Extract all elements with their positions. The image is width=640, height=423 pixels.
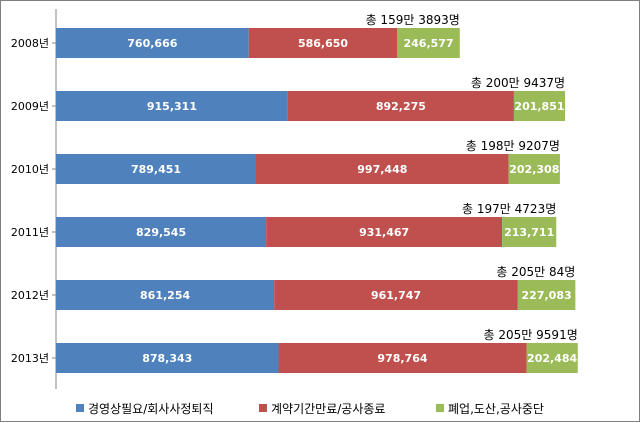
total-annotation-3: 총 197만 4723명 xyxy=(462,202,556,216)
total-annotation-0: 총 159만 3893명 xyxy=(366,13,460,27)
bar-segment-0-0 xyxy=(56,28,249,58)
data-label-3-1: 931,467 xyxy=(359,226,409,239)
category-label-4: 2012년 xyxy=(11,289,49,302)
data-label-4-1: 961,747 xyxy=(371,289,421,302)
bar-segment-1-2 xyxy=(513,91,566,121)
total-annotation-4: 총 205만 84명 xyxy=(496,265,575,279)
bar-segment-5-0 xyxy=(56,343,279,373)
bar-segment-2-2 xyxy=(508,154,560,184)
bar-segment-5-2 xyxy=(526,343,578,373)
category-label-0: 2008년 xyxy=(11,37,49,50)
data-label-5-1: 978,764 xyxy=(377,352,427,365)
bar-segment-4-2 xyxy=(517,280,576,310)
data-label-2-0: 789,451 xyxy=(131,163,181,176)
data-label-0-2: 246,577 xyxy=(403,37,453,50)
legend-label-1: 계약기간만료/공사종료 xyxy=(271,401,385,416)
total-annotation-1: 총 200만 9437명 xyxy=(471,76,565,90)
data-label-4-0: 861,254 xyxy=(140,289,190,302)
bar-segment-0-1 xyxy=(248,28,398,58)
data-label-3-0: 829,545 xyxy=(136,226,186,239)
category-label-1: 2009년 xyxy=(11,100,49,113)
data-label-5-0: 878,343 xyxy=(142,352,192,365)
category-label-5: 2013년 xyxy=(11,352,49,365)
data-label-2-2: 202,308 xyxy=(509,163,559,176)
bar-segment-3-1 xyxy=(266,217,503,247)
bar-segment-0-2 xyxy=(397,28,460,58)
data-label-1-0: 915,311 xyxy=(147,100,197,113)
bar-segment-1-1 xyxy=(287,91,514,121)
data-label-0-0: 760,666 xyxy=(127,37,177,50)
legend-label-2: 폐업,도산,공사중단 xyxy=(448,402,544,416)
category-label-3: 2011년 xyxy=(11,226,49,239)
bar-segment-4-1 xyxy=(274,280,518,310)
bar-segment-1-0 xyxy=(56,91,288,121)
bar-segment-2-0 xyxy=(56,154,256,184)
bar-segment-5-1 xyxy=(278,343,527,373)
legend-swatch-1 xyxy=(259,404,267,412)
legend-swatch-0 xyxy=(76,404,84,412)
legend-swatch-2 xyxy=(436,404,444,412)
bar-segment-3-0 xyxy=(56,217,267,247)
bar-segment-4-0 xyxy=(56,280,275,310)
data-label-1-1: 892,275 xyxy=(376,100,426,113)
data-label-3-2: 213,711 xyxy=(504,226,554,239)
data-label-1-2: 201,851 xyxy=(514,100,564,113)
data-label-2-1: 997,448 xyxy=(357,163,407,176)
legend-label-0: 경영상필요/회사사정퇴직 xyxy=(88,402,213,416)
bar-segment-2-1 xyxy=(255,154,509,184)
bar-segment-3-2 xyxy=(502,217,557,247)
data-label-5-2: 202,484 xyxy=(527,352,577,365)
data-label-0-1: 586,650 xyxy=(298,37,348,50)
total-annotation-5: 총 205만 9591명 xyxy=(484,328,578,342)
total-annotation-2: 총 198만 9207명 xyxy=(466,139,560,153)
data-label-4-2: 227,083 xyxy=(522,289,572,302)
category-label-2: 2010년 xyxy=(11,163,49,176)
